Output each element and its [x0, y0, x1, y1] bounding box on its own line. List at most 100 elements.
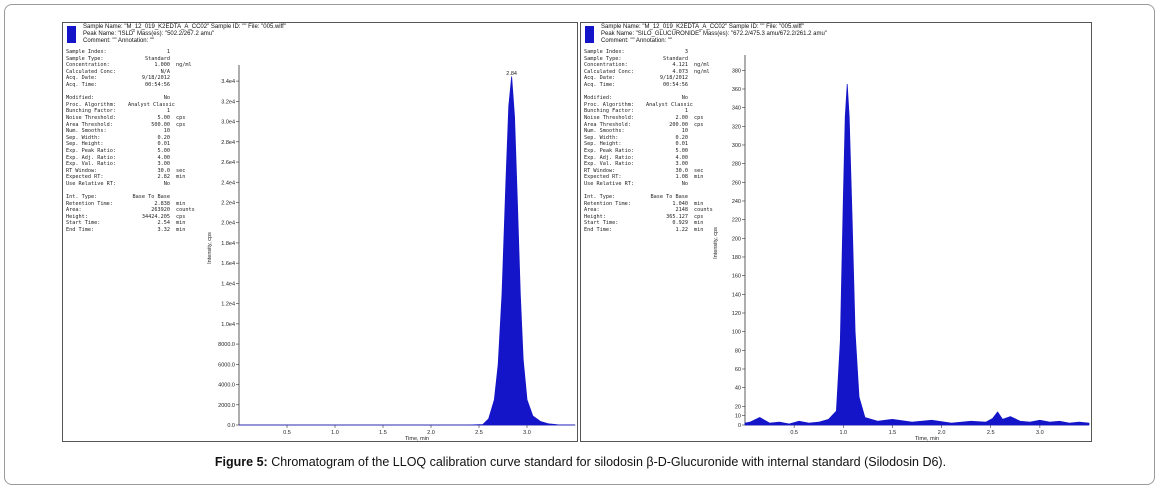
info-value: 2.838	[154, 200, 170, 207]
info-value: 0.20	[157, 134, 171, 141]
info-unit: min	[176, 174, 186, 181]
info-row: Acq. Date: 9/18/2012	[66, 75, 195, 82]
info-key: Start Time:	[584, 220, 619, 227]
y-tick-label: 10	[735, 414, 741, 420]
y-tick-label: 160	[732, 274, 741, 280]
info-value: 10	[681, 128, 688, 135]
info-row: Num. Smooths: 10	[584, 128, 713, 135]
x-tick-label: 3.0	[523, 430, 531, 436]
info-value: 3	[684, 49, 688, 55]
y-tick-label: 260	[732, 180, 741, 186]
info-key: Num. Smooths:	[584, 128, 625, 135]
header-peak-line: Peak Name: "SILO_GLUCURONIDE" Mass(es): …	[601, 31, 827, 37]
info-key: Bunching Factor:	[584, 108, 634, 115]
y-tick-label: 100	[732, 330, 741, 336]
info-value: 0.01	[675, 141, 689, 148]
info-value: No	[163, 180, 170, 187]
chromatogram-trace	[744, 83, 1090, 426]
info-key: Int. Type:	[66, 194, 98, 201]
chromatogram-plot: 0.0 2000.0 4000.0 6000.0 8000.0 1.0e4 1.2e4 1.4…	[207, 65, 576, 441]
info-unit: cps	[694, 114, 704, 121]
y-tick-label: 3.2e4	[221, 99, 235, 105]
y-tick-label: 4000.0	[218, 383, 235, 389]
y-tick-label: 2.0e4	[221, 221, 235, 227]
chromatogram-panel-internal-standard: Sample Name: "M_12_019_K2EDTA_A_CC02" Sa…	[62, 22, 578, 442]
info-key: Sample Index:	[584, 49, 625, 55]
y-tick-label: 80	[735, 348, 741, 354]
info-row: Retention Time: 1.040 min	[584, 201, 713, 208]
info-key: Modified:	[584, 95, 613, 102]
info-key: Expected RT:	[66, 174, 104, 181]
info-value: Standard	[663, 55, 688, 62]
info-value: 5.00	[675, 147, 689, 154]
info-value: 34424.205	[141, 213, 170, 220]
trace-color-swatch	[585, 26, 594, 43]
info-row: Use Relative RT: No	[66, 181, 195, 188]
y-tick-label: 120	[732, 311, 741, 317]
info-unit: cps	[694, 213, 704, 220]
info-key: Start Time:	[66, 220, 101, 227]
info-key: Retention Time:	[66, 200, 113, 207]
info-row: Area Threshold: 500.00 cps	[66, 122, 195, 129]
info-value: 3.00	[675, 161, 689, 168]
peak-label: 2.84	[506, 71, 517, 77]
info-value: 9/18/2012	[659, 75, 688, 82]
info-key: Area Threshold:	[584, 121, 631, 128]
info-row: Exp. Adj. Ratio: 4.00	[66, 155, 195, 162]
info-row: Proc. Algorithm: Analyst Classic	[66, 102, 195, 109]
info-value: No	[681, 95, 688, 102]
figure-label: Figure 5:	[214, 455, 268, 469]
info-unit: cps	[176, 213, 186, 220]
info-key: Noise Threshold:	[584, 114, 634, 121]
info-row: Sep. Height: 0.01	[584, 141, 713, 148]
y-tick-label: 40	[735, 386, 741, 392]
x-tick-label: 1.0	[839, 430, 847, 436]
y-tick-label: 20	[735, 404, 741, 410]
info-value: 9/18/2012	[141, 75, 170, 82]
info-row: Num. Smooths: 10	[66, 128, 195, 135]
info-value: 0.20	[675, 134, 689, 141]
info-unit: counts	[176, 207, 195, 214]
info-value: N/A	[160, 68, 170, 75]
info-key: Sep. Height:	[66, 141, 104, 148]
info-key: Int. Type:	[584, 194, 616, 201]
info-row: Area: 2148 counts	[584, 207, 713, 214]
x-tick-label: 2.5	[987, 430, 995, 436]
x-tick-label: 0.5	[790, 430, 798, 436]
info-unit: min	[176, 227, 186, 234]
info-value: 3.00	[157, 161, 171, 168]
info-row: Sample Index: 1	[66, 49, 195, 56]
info-row: Expected RT: 2.82 min	[66, 174, 195, 181]
x-axis-label: Time, min	[915, 436, 939, 442]
info-value: 30.0	[157, 167, 171, 174]
y-tick-label: 3.0e4	[221, 120, 235, 126]
info-key: RT Window:	[584, 167, 616, 174]
y-tick-label: 340	[732, 106, 741, 112]
y-tick-label: 300	[732, 143, 741, 149]
info-row: Sep. Width: 0.20	[584, 135, 713, 142]
info-value: 5.00	[157, 114, 171, 121]
info-key: Sep. Width:	[584, 134, 619, 141]
info-value: 200.00	[669, 121, 688, 128]
info-unit: min	[694, 200, 704, 207]
y-tick-label: 1.4e4	[221, 281, 235, 287]
y-tick-label: 3.4e4	[221, 79, 235, 85]
info-value: 1.08	[675, 174, 689, 181]
info-value: 30.0	[675, 167, 689, 174]
header-sample-line: Sample Name: "M_12_019_K2EDTA_A_CC02" Sa…	[601, 24, 804, 30]
info-value: 5.00	[157, 147, 171, 154]
info-value: 2.54	[157, 220, 171, 227]
info-value: 365.127	[666, 213, 688, 220]
info-unit: cps	[176, 114, 186, 121]
y-tick-label: 2.2e4	[221, 200, 235, 206]
info-row: Sample Index: 3	[584, 49, 713, 56]
info-value: 00:54:56	[663, 81, 688, 88]
y-tick-label: 0	[738, 423, 741, 429]
info-row: Noise Threshold: 5.00 cps	[66, 115, 195, 122]
y-tick-label: 60	[735, 367, 741, 373]
chromatogram-panel-analyte: Sample Name: "M_12_019_K2EDTA_A_CC02" Sa…	[580, 22, 1092, 442]
info-row: Modified: No	[66, 95, 195, 102]
info-key: Sep. Width:	[66, 134, 101, 141]
info-value: 0.929	[672, 220, 688, 227]
info-value: 10	[163, 128, 170, 135]
